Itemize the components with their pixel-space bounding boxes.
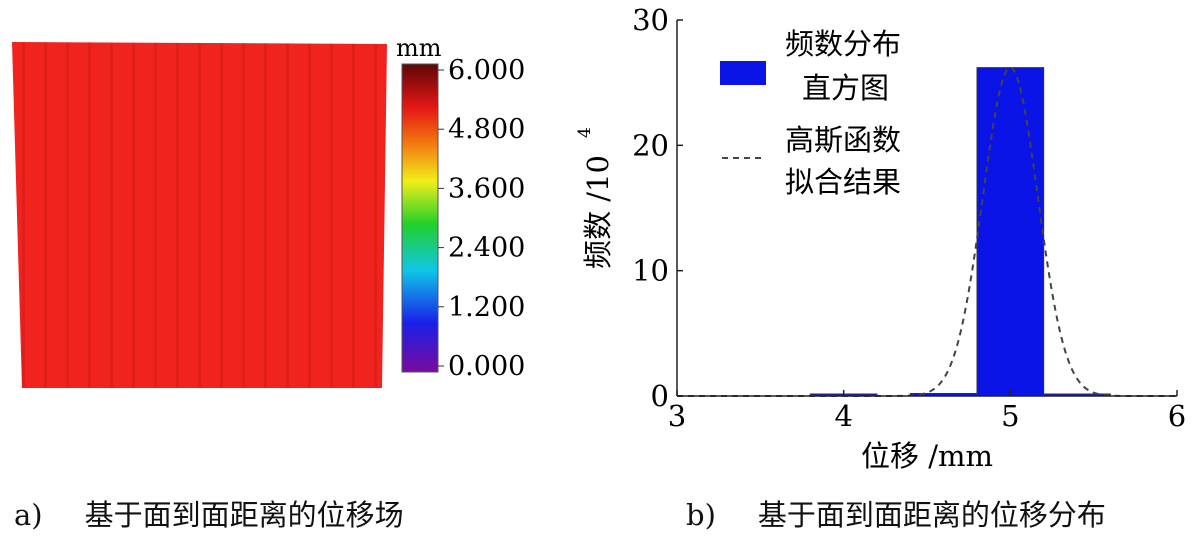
colorbar-tick-label: 0.000 bbox=[448, 351, 525, 382]
x-tick-label: 5 bbox=[1001, 399, 1019, 433]
histogram-bars bbox=[809, 67, 1111, 397]
histogram-bar bbox=[976, 67, 1045, 397]
y-tick-label: 20 bbox=[632, 128, 669, 162]
chart-ticks: 3 4 5 6 0 10 20 30 bbox=[632, 3, 1186, 433]
y-tick-label: 0 bbox=[651, 379, 669, 413]
colorbar-tick-label: 4.800 bbox=[448, 114, 525, 145]
legend-label-histogram-line1: 频数分布 bbox=[785, 27, 901, 61]
legend-label-histogram-line2: 直方图 bbox=[802, 71, 889, 105]
x-axis-label: 位移 /mm bbox=[861, 439, 993, 470]
colorbar-tick-label: 6.000 bbox=[448, 55, 525, 86]
colorbar bbox=[401, 63, 439, 373]
colorbar-tick-label: 1.200 bbox=[448, 292, 525, 323]
legend-label-gaussian-line1: 高斯函数 bbox=[785, 123, 901, 157]
chart-axes bbox=[676, 20, 1177, 397]
y-axis-label-exponent: 4 bbox=[575, 127, 595, 138]
displacement-field-figure: mm 6.000 4.800 3.600 2.400 1.200 0.000 bbox=[12, 34, 525, 388]
x-tick-label: 4 bbox=[834, 399, 852, 433]
displacement-histogram-chart: 3 4 5 6 0 10 20 30 位移 /mm 频数 /10 4 频数分布 直方图 高斯函… bbox=[575, 3, 1186, 473]
displacement-histogram-panel: 3 4 5 6 0 10 20 30 位移 /mm 频数 /10 4 频数分布 直方图 高斯函… bbox=[570, 0, 1200, 473]
legend-label-gaussian-line2: 拟合结果 bbox=[785, 165, 901, 199]
caption-b-text: 基于面到面距离的位移分布 bbox=[757, 498, 1106, 532]
caption-b: b) 基于面到面距离的位移分布 bbox=[686, 492, 1106, 534]
y-axis-label: 频数 /10 4 bbox=[575, 127, 615, 269]
x-tick-label: 3 bbox=[668, 399, 686, 433]
gaussian-fit-curve bbox=[677, 66, 1177, 397]
x-tick-label: 6 bbox=[1168, 399, 1186, 433]
y-axis-label-text: 频数 /10 bbox=[581, 155, 615, 269]
chart-legend: 频数分布 直方图 高斯函数 拟合结果 bbox=[720, 27, 901, 199]
legend-swatch-histogram bbox=[720, 61, 766, 85]
colorbar-ticks: 6.000 4.800 3.600 2.400 1.200 0.000 bbox=[438, 55, 525, 382]
caption-a: a) 基于面到面距离的位移场 bbox=[14, 492, 404, 534]
y-tick-label: 10 bbox=[632, 254, 669, 288]
caption-b-label: b) bbox=[686, 498, 716, 532]
caption-a-label: a) bbox=[14, 498, 43, 532]
caption-a-text: 基于面到面距离的位移场 bbox=[84, 498, 404, 532]
displacement-field-texture bbox=[12, 42, 387, 388]
displacement-field-panel: mm 6.000 4.800 3.600 2.400 1.200 0.000 bbox=[0, 0, 560, 470]
colorbar-tick-label: 2.400 bbox=[448, 233, 525, 264]
colorbar-unit-label: mm bbox=[396, 34, 442, 62]
colorbar-tick-label: 3.600 bbox=[448, 173, 525, 204]
y-tick-label: 30 bbox=[632, 3, 669, 37]
